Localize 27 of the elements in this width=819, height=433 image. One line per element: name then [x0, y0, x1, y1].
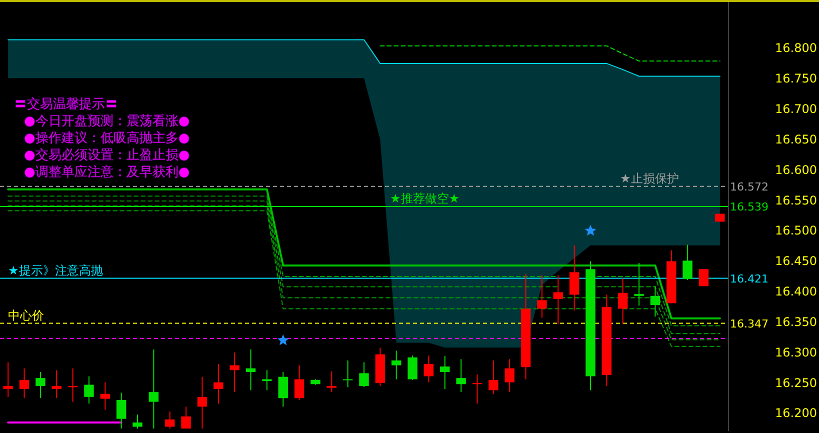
- text: 16.572: [730, 180, 768, 194]
- annotation: ●操作建议：低吸高抛主多●: [24, 130, 190, 146]
- ref-line-label: ★止损保护: [620, 171, 679, 186]
- text: 16.421: [730, 272, 768, 286]
- y-tick-label: 16.550: [775, 193, 817, 208]
- y-tick-label: 16.500: [775, 224, 817, 238]
- ref-line-label: ★推荐做空★: [390, 191, 460, 206]
- y-tick-label: 16.700: [775, 102, 817, 116]
- annotation: ●调整单应注意：及早获利●: [24, 164, 190, 180]
- text: 16.347: [730, 317, 768, 330]
- y-tick-label: 16.800: [775, 41, 817, 56]
- annotation: ●交易必须设置：止盈止损●: [24, 147, 190, 163]
- y-tick-label: 16.650: [775, 132, 817, 146]
- annotation: ●今日开盘预测：震荡看涨●: [24, 114, 190, 129]
- y-tick-label: 16.300: [775, 345, 817, 360]
- y-tick-label: 16.400: [775, 284, 817, 299]
- y-tick-label: 16.450: [775, 254, 817, 268]
- line-series: [8, 39, 720, 77]
- annotation: 〓交易温馨提示〓: [14, 96, 118, 112]
- y-tick-label: 16.600: [775, 162, 817, 177]
- y-tick-label: 16.350: [775, 314, 817, 329]
- y-tick-label: 16.250: [775, 376, 817, 390]
- ref-line-label: ★提示》注意高抛: [8, 263, 103, 278]
- ref-line-label: 中心价: [8, 308, 44, 322]
- y-tick-label: 16.750: [775, 72, 817, 86]
- text: 16.539: [730, 200, 768, 214]
- y-tick-label: 16.200: [775, 406, 817, 420]
